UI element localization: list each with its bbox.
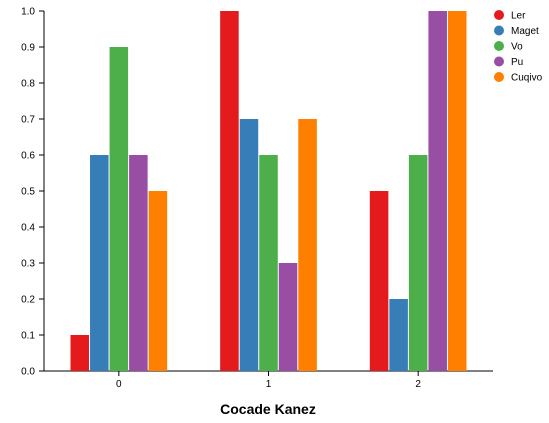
legend-label: Maget	[511, 26, 539, 37]
legend-label: Pu	[511, 57, 523, 68]
legend-swatch	[494, 56, 504, 67]
y-tick-label: 0.8	[21, 79, 35, 90]
y-tick-label: 0.9	[21, 43, 35, 54]
legend-swatch	[494, 10, 504, 20]
bar-cuqivo-1	[298, 119, 317, 371]
bar-vo-2	[408, 155, 428, 371]
y-tick-label: 0.3	[21, 259, 35, 270]
y-tick-label: 0.6	[21, 151, 35, 162]
legend-swatch	[494, 41, 504, 51]
bar-ler-2	[369, 191, 389, 371]
bar-maget-1	[239, 119, 259, 371]
y-tick-label: 0.1	[21, 331, 35, 342]
x-tick-label: 2	[415, 379, 421, 390]
bar-ler-0	[70, 335, 90, 371]
bar-vo-0	[109, 47, 129, 371]
y-axis: 0.0 0.1 0.2 0.3 0.4 0.5 0.6 0.7 0.8 0.9 1.0	[21, 7, 45, 378]
bar-maget-0	[90, 155, 109, 371]
x-axis-title: Cocade Kanez	[220, 401, 316, 417]
y-tick-label: 0.2	[21, 295, 35, 306]
bars	[70, 11, 467, 371]
legend-item-cuqivo: Cuqivo	[494, 72, 543, 84]
legend-item-maget: Maget	[494, 25, 539, 37]
y-tick-label: 0.7	[21, 115, 35, 126]
y-tick-label: 1.0	[21, 7, 35, 18]
legend-label: Cuqivo	[511, 73, 543, 84]
bar-pu-2	[428, 11, 447, 371]
x-tick-label: 0	[116, 379, 122, 390]
x-tick-label: 1	[266, 379, 272, 390]
bar-ler-1	[220, 11, 239, 371]
bar-pu-1	[278, 263, 298, 371]
bar-cuqivo-2	[447, 11, 467, 371]
y-tick-label: 0.4	[21, 223, 35, 234]
legend-swatch	[494, 25, 504, 36]
y-tick-label: 0.0	[21, 367, 35, 378]
legend-item-ler: Ler	[494, 10, 526, 22]
legend-item-vo: Vo	[494, 41, 523, 53]
bar-maget-2	[389, 299, 408, 371]
legend-swatch	[494, 72, 504, 82]
y-tick-label: 0.5	[21, 187, 35, 198]
legend-label: Vo	[511, 42, 523, 53]
legend: Ler Maget Vo Pu Cuqivo	[494, 10, 543, 84]
bar-vo-1	[259, 155, 278, 371]
legend-item-pu: Pu	[494, 56, 523, 68]
x-axis: 0 1 2	[44, 370, 493, 390]
bar-cuqivo-0	[148, 191, 168, 371]
legend-label: Ler	[511, 11, 526, 22]
bar-pu-0	[129, 155, 148, 371]
